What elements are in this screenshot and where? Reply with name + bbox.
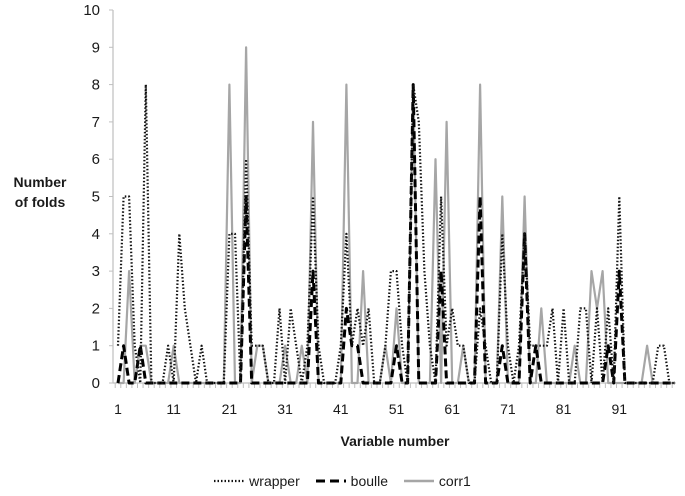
y-tick-label: 6 [92,151,100,168]
series-boulle [116,83,675,385]
chart-legend: wrapper boulle corr1 [0,470,685,489]
legend-label: boulle [350,473,389,489]
x-tick-label: 11 [166,401,181,417]
dashed-line-icon [315,479,346,483]
x-tick-label: 31 [277,401,293,417]
x-tick-label: 1 [114,401,122,417]
x-axis-ticks: 1 11 21 31 41 51 61 71 81 91 [114,383,673,417]
legend-item-wrapper: wrapper [214,473,300,489]
y-tick-label: 4 [92,226,100,243]
legend-label: wrapper [249,473,300,489]
y-axis-title-line1: Number [13,174,67,190]
x-axis-title: Variable number [341,433,450,449]
x-tick-label: 91 [612,401,628,417]
y-axis-title: Number of folds [2,172,78,212]
x-tick-label: 21 [222,401,238,417]
legend-item-boulle: boulle [315,473,389,489]
solid-line-icon [403,479,434,483]
x-tick-label: 81 [556,401,572,417]
y-tick-label: 1 [92,338,100,355]
y-tick-label: 9 [92,39,100,56]
x-tick-label: 51 [389,401,405,417]
series-layer [116,46,675,385]
y-tick-label: 5 [92,189,100,206]
y-tick-label: 10 [83,2,100,19]
y-axis-ticks: 0 1 2 3 4 5 6 7 8 9 10 [83,2,113,392]
legend-label: corr1 [438,473,471,489]
dotted-line-icon [214,479,245,483]
x-tick-label: 61 [444,401,460,417]
y-tick-label: 7 [92,114,100,131]
y-tick-label: 2 [92,300,100,317]
y-axis-title-line2: of folds [14,194,66,210]
legend-item-corr1: corr1 [403,473,471,489]
y-tick-label: 0 [92,375,100,392]
series-corr1 [118,46,675,385]
y-tick-label: 8 [92,77,100,94]
x-tick-label: 41 [333,401,349,417]
x-tick-label: 71 [500,401,516,417]
series-wrapper [116,83,675,385]
y-tick-label: 3 [92,263,100,280]
